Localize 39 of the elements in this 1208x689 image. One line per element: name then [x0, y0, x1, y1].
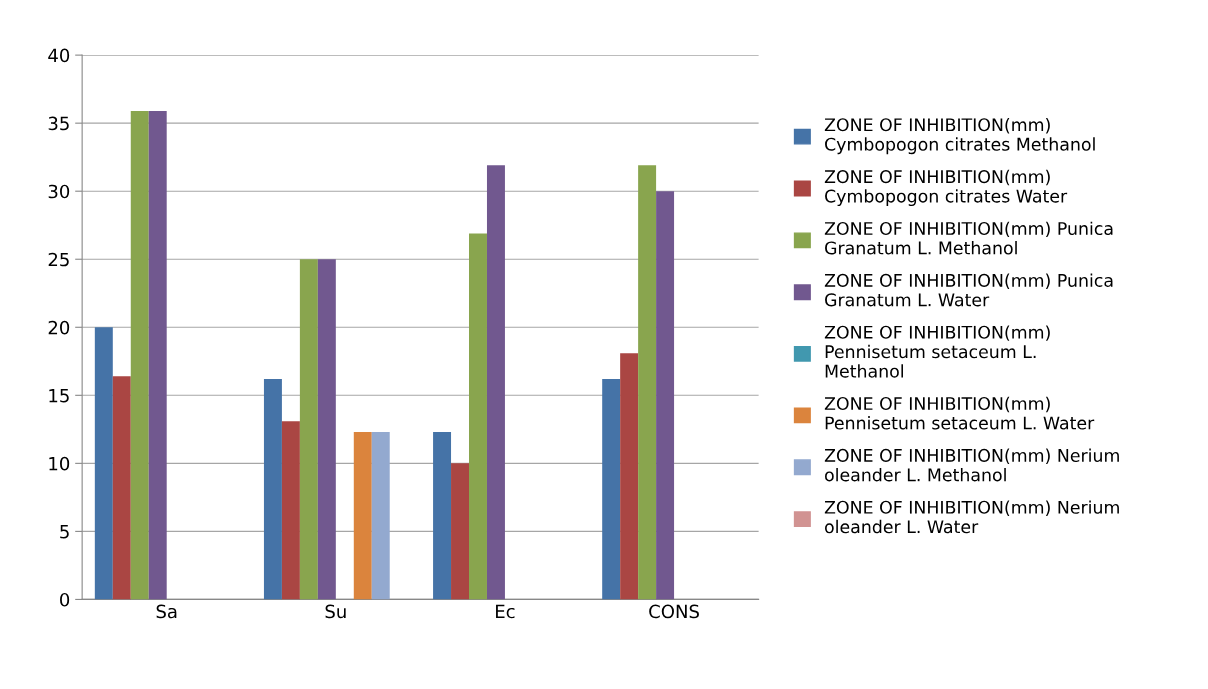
- bar: [281, 421, 300, 600]
- bar: [130, 110, 149, 600]
- y-tick-label: 10: [49, 456, 70, 471]
- bar: [371, 432, 390, 600]
- bar: [486, 165, 505, 600]
- y-tick-label: 25: [48, 252, 69, 267]
- bar: [620, 353, 639, 600]
- y-tick-label: 0: [60, 592, 70, 607]
- bar: [638, 165, 657, 600]
- y-tick-label: 20: [48, 320, 70, 335]
- legend-label: ZONE OF INHIBITION(mm) Cymbopogon citrates Water: [824, 169, 1068, 207]
- x-tick-label: Su: [325, 604, 346, 619]
- y-tick-label: 5: [60, 525, 69, 539]
- legend-label: ZONE OF INHIBITION(mm) Punica Granatum L. Methanol: [824, 221, 1113, 255]
- x-tick-label: CONS: [649, 604, 699, 619]
- bar: [451, 463, 470, 600]
- legend-label: ZONE OF INHIBITION(mm) Nerium oleander L. Water: [824, 500, 1119, 534]
- bar: [299, 259, 318, 600]
- bar: [433, 432, 452, 600]
- bar: [263, 378, 282, 600]
- bar: [602, 378, 621, 600]
- bar: [353, 432, 372, 600]
- bar: [317, 259, 336, 600]
- bar: [112, 376, 131, 600]
- legend-label: ZONE OF INHIBITION(mm) Cymbopogon citrates Methanol: [824, 117, 1095, 155]
- bar: [94, 327, 113, 600]
- legend-label: ZONE OF INHIBITION(mm) Punica Granatum L. Water: [824, 273, 1113, 307]
- legend-label: ZONE OF INHIBITION(mm) Pennisetum setaceum L. Water: [824, 396, 1095, 430]
- legend-label: ZONE OF INHIBITION(mm) Pennisetum setaceum L. Methanol: [824, 325, 1050, 378]
- x-tick-label: Ec: [496, 604, 515, 619]
- y-tick-label: 35: [48, 116, 69, 131]
- bar: [148, 110, 167, 600]
- y-tick-label: 15: [49, 389, 69, 403]
- x-tick-label: Sa: [156, 604, 177, 619]
- legend-label: ZONE OF INHIBITION(mm) Nerium oleander L. Methanol: [824, 448, 1119, 482]
- y-tick-label: 30: [48, 184, 70, 199]
- bar: [469, 233, 487, 600]
- bar: [656, 191, 675, 600]
- y-tick-label: 40: [48, 48, 70, 63]
